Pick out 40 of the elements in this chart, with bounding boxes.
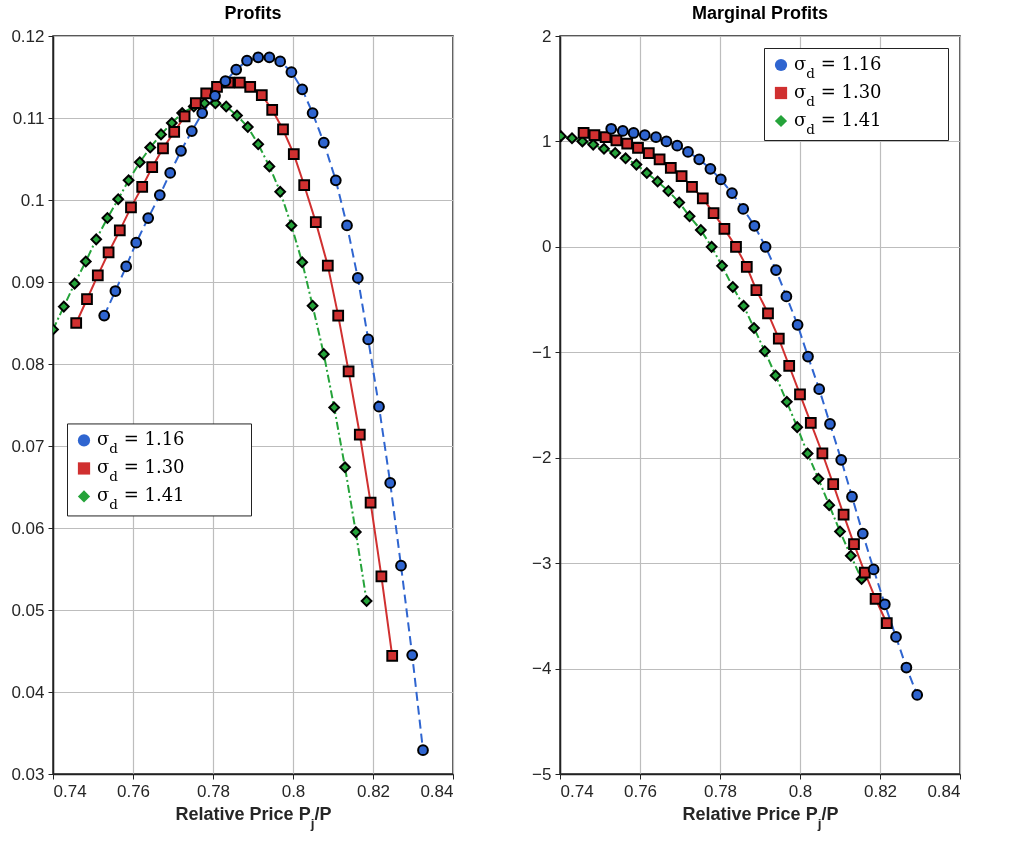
y-tick-label: 2 [542,26,552,46]
legend-label: σ$_{d}$ = 1.41 [97,484,185,513]
y-tick-label: 0.1 [20,190,45,210]
y-tick-label: −5 [532,764,552,784]
y-tick-label: 0 [542,237,552,257]
y-tick-label: −1 [532,342,552,362]
x-tick-label: 0.74 [53,781,87,801]
y-tick-label: −4 [532,659,552,679]
x-axis-title: Relative Price P$_{j}$/P [682,803,839,830]
y-tick-label: −3 [532,553,552,573]
x-tick-label: 0.8 [281,781,306,801]
x-tick-label: 0.84 [420,781,454,801]
y-tick-label: 0.12 [11,26,45,46]
y-tick-label: 0.11 [12,108,45,128]
x-tick-label: 0.76 [623,781,658,801]
y-tick-label: 0.08 [11,354,45,374]
x-tick-label: 0.74 [560,781,594,801]
chart-title: Marginal Profits [691,3,829,23]
x-tick-label: 0.76 [116,781,151,801]
y-tick-label: 0.03 [11,764,45,784]
x-tick-label: 0.78 [703,781,738,801]
y-tick-label: 0.05 [11,600,45,620]
y-tick-label: 0.06 [11,518,45,538]
legend-label: σ$_{d}$ = 1.30 [794,81,882,109]
x-tick-label: 0.84 [927,781,961,801]
legend-label: σ$_{d}$ = 1.30 [97,456,185,485]
y-tick-label: −2 [532,448,552,468]
legend-label: σ$_{d}$ = 1.16 [794,53,882,81]
y-tick-label: 0.04 [11,682,45,702]
x-tick-label: 0.8 [788,781,813,801]
x-axis-title: Relative Price P$_{j}$/P [175,803,332,830]
x-tick-label: 0.78 [196,781,231,801]
y-tick-label: 0.07 [11,436,45,456]
chart-title: Profits [224,3,282,23]
y-tick-label: 0.09 [11,272,45,292]
legend-label: σ$_{d}$ = 1.41 [794,109,882,137]
legend-label: σ$_{d}$ = 1.16 [97,428,185,457]
y-tick-label: 1 [542,131,552,151]
x-tick-label: 0.82 [863,781,898,801]
x-tick-label: 0.82 [356,781,391,801]
